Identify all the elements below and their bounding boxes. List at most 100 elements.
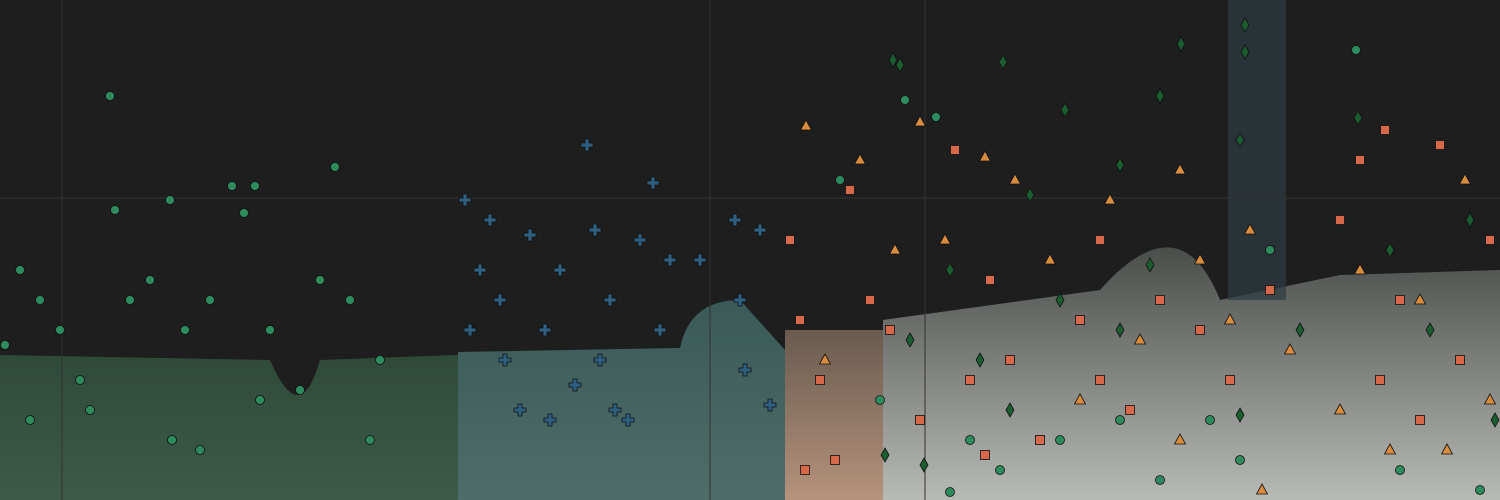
scatter-point	[593, 353, 607, 367]
scatter-point	[880, 447, 890, 463]
scatter-point	[513, 403, 527, 417]
scatter-point	[1355, 155, 1365, 165]
scatter-point	[663, 253, 677, 267]
scatter-point	[1265, 245, 1275, 255]
scatter-point	[255, 395, 265, 405]
scatter-point	[621, 413, 635, 427]
scatter-point	[978, 150, 992, 162]
scatter-point	[1490, 412, 1500, 428]
scatter-point	[1115, 157, 1125, 173]
scatter-point	[1008, 173, 1022, 185]
scatter-point	[835, 175, 845, 185]
scatter-point	[965, 375, 975, 385]
scatter-point	[1425, 322, 1435, 338]
scatter-point	[1205, 415, 1215, 425]
scatter-point	[1095, 235, 1105, 245]
scatter-point	[588, 223, 602, 237]
scatter-point	[1413, 293, 1427, 305]
scatter-point	[375, 355, 385, 365]
scatter-point	[1125, 405, 1135, 415]
scatter-point	[888, 52, 898, 68]
scatter-point	[195, 445, 205, 455]
scatter-point	[1005, 402, 1015, 418]
scatter-point	[523, 228, 537, 242]
scatter-point	[239, 208, 249, 218]
scatter-point	[853, 153, 867, 165]
scatter-point	[950, 145, 960, 155]
scatter-point	[25, 415, 35, 425]
scatter-point	[830, 455, 840, 465]
scatter-point	[1240, 44, 1250, 60]
scatter-point	[1075, 315, 1085, 325]
density-area	[1228, 0, 1286, 300]
scatter-point	[1095, 375, 1105, 385]
scatter-point	[875, 395, 885, 405]
scatter-point	[110, 205, 120, 215]
scatter-point	[315, 275, 325, 285]
scatter-point	[915, 415, 925, 425]
scatter-point	[1155, 295, 1165, 305]
scatter-point	[1465, 212, 1475, 228]
scatter-point	[1380, 125, 1390, 135]
scatter-point	[1240, 17, 1250, 33]
scatter-point	[1375, 375, 1385, 385]
scatter-point	[580, 138, 594, 152]
scatter-point	[1225, 375, 1235, 385]
scatter-point	[1173, 163, 1187, 175]
scatter-point	[473, 263, 487, 277]
scatter-point	[345, 295, 355, 305]
scatter-point	[483, 213, 497, 227]
scatter-point	[1235, 132, 1245, 148]
scatter-point	[165, 195, 175, 205]
scatter-point	[945, 487, 955, 497]
scatter-point	[608, 403, 622, 417]
scatter-point	[693, 253, 707, 267]
scatter-point	[1483, 393, 1497, 405]
scatter-point	[1176, 36, 1186, 52]
scatter-point	[888, 243, 902, 255]
scatter-point	[1155, 475, 1165, 485]
scatter-point	[763, 398, 777, 412]
scatter-point	[1145, 257, 1155, 273]
scatter-point	[800, 465, 810, 475]
scatter-point	[931, 112, 941, 122]
scatter-point	[975, 352, 985, 368]
scatter-point	[845, 185, 855, 195]
scatter-point	[265, 325, 275, 335]
scatter-point	[980, 450, 990, 460]
scatter-point	[1243, 223, 1257, 235]
scatter-point	[365, 435, 375, 445]
scatter-point	[633, 233, 647, 247]
scatter-point	[1455, 355, 1465, 365]
scatter-point	[998, 54, 1008, 70]
scatter-point	[1005, 355, 1015, 365]
scatter-point	[498, 353, 512, 367]
scatter-point	[938, 233, 952, 245]
scatter-point	[1133, 333, 1147, 345]
scatter-point	[553, 263, 567, 277]
marks	[0, 17, 1500, 497]
scatter-point	[1255, 483, 1269, 495]
scatter-point	[965, 435, 975, 445]
scatter-point	[795, 315, 805, 325]
scatter-point	[985, 275, 995, 285]
scatter-point	[125, 295, 135, 305]
scatter-point	[865, 295, 875, 305]
scatter-point	[1103, 193, 1117, 205]
density-area	[785, 330, 883, 500]
scatter-point	[738, 363, 752, 377]
scatter-point	[1353, 110, 1363, 126]
scatter-point	[1383, 443, 1397, 455]
scatter-point	[1055, 435, 1065, 445]
scatter-point	[1335, 215, 1345, 225]
scatter-point	[1055, 292, 1065, 308]
scatter-point	[180, 325, 190, 335]
scatter-point	[799, 119, 813, 131]
scatter-point	[1395, 295, 1405, 305]
scatter-point	[1035, 435, 1045, 445]
scatter-point	[543, 413, 557, 427]
scatter-point	[1385, 242, 1395, 258]
scatter-point	[1195, 325, 1205, 335]
scatter-point	[1458, 173, 1472, 185]
scatter-point	[733, 293, 747, 307]
